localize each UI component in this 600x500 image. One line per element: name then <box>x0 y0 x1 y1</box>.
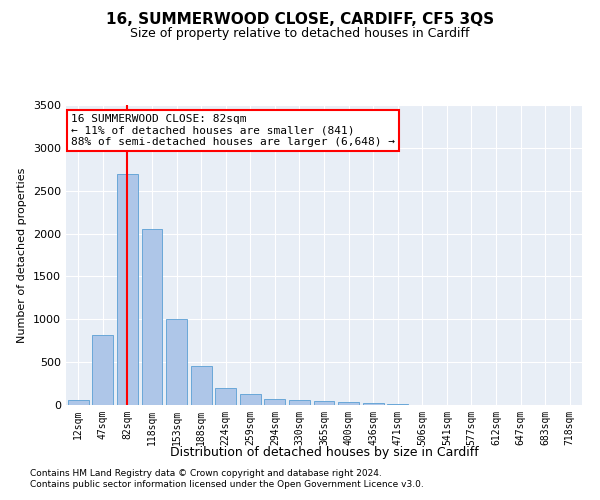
Bar <box>265 399 286 405</box>
Y-axis label: Number of detached properties: Number of detached properties <box>17 168 28 342</box>
Bar <box>166 320 187 405</box>
Text: 16, SUMMERWOOD CLOSE, CARDIFF, CF5 3QS: 16, SUMMERWOOD CLOSE, CARDIFF, CF5 3QS <box>106 12 494 28</box>
Bar <box>338 402 359 405</box>
Text: 16 SUMMERWOOD CLOSE: 82sqm
← 11% of detached houses are smaller (841)
88% of sem: 16 SUMMERWOOD CLOSE: 82sqm ← 11% of deta… <box>71 114 395 147</box>
Text: Contains HM Land Registry data © Crown copyright and database right 2024.: Contains HM Land Registry data © Crown c… <box>30 468 382 477</box>
Bar <box>362 404 383 405</box>
Bar <box>92 334 113 405</box>
Bar <box>191 366 212 405</box>
Bar <box>387 404 408 405</box>
Bar <box>68 400 89 405</box>
Bar <box>314 400 334 405</box>
Bar <box>142 230 163 405</box>
Bar <box>240 394 261 405</box>
Text: Contains public sector information licensed under the Open Government Licence v3: Contains public sector information licen… <box>30 480 424 489</box>
Bar <box>215 388 236 405</box>
Bar <box>289 400 310 405</box>
Bar <box>117 174 138 405</box>
Text: Distribution of detached houses by size in Cardiff: Distribution of detached houses by size … <box>170 446 478 459</box>
Text: Size of property relative to detached houses in Cardiff: Size of property relative to detached ho… <box>130 28 470 40</box>
